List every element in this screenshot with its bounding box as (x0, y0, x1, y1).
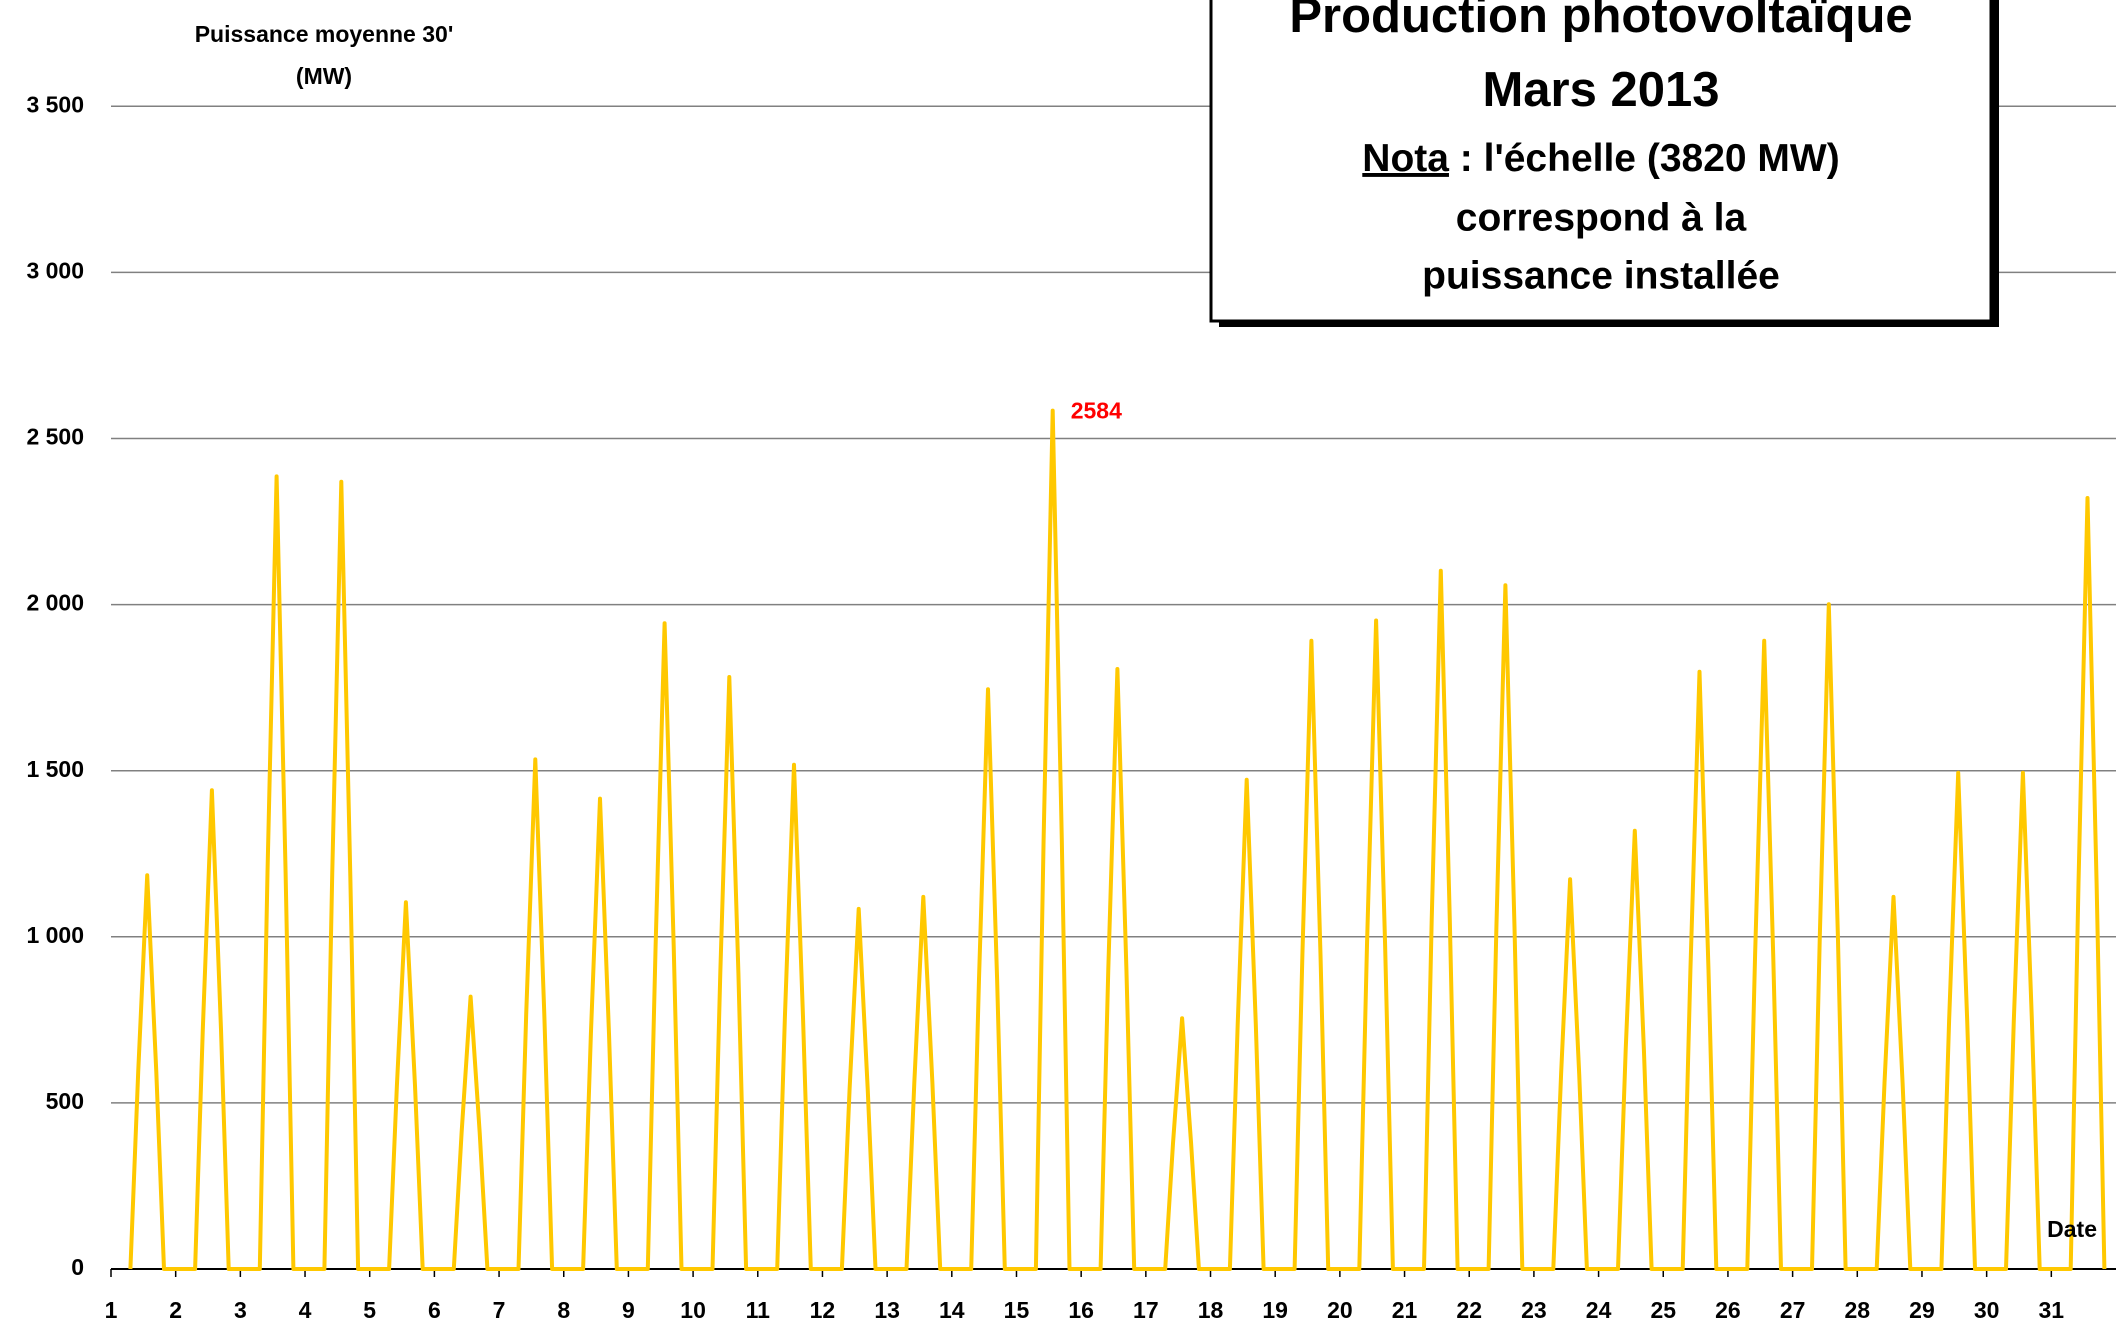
x-tick-label: 16 (1068, 1297, 1094, 1323)
y-tick-label: 2 500 (26, 424, 84, 450)
x-tick-label: 12 (810, 1297, 836, 1323)
x-axis-label: Date (2047, 1216, 2097, 1242)
x-tick-label: 15 (1004, 1297, 1030, 1323)
x-tick-label: 9 (622, 1297, 635, 1323)
note: Nota : l'échelle (3820 MW) (1362, 137, 1839, 180)
x-tick-label: 13 (874, 1297, 900, 1323)
y-axis-label: Puissance moyenne 30' (195, 21, 454, 47)
x-tick-label: 6 (428, 1297, 441, 1323)
note: puissance installée (1422, 254, 1780, 297)
y-tick-label: 0 (71, 1254, 84, 1280)
x-tick-label: 29 (1909, 1297, 1935, 1323)
x-tick-label: 31 (2039, 1297, 2065, 1323)
x-tick-label: 8 (557, 1297, 570, 1323)
y-tick-label: 500 (46, 1088, 84, 1114)
x-tick-label: 25 (1650, 1297, 1676, 1323)
x-tick-label: 2 (169, 1297, 182, 1323)
x-tick-label: 21 (1392, 1297, 1418, 1323)
x-tick-label: 4 (299, 1297, 312, 1323)
title-box (1209, 0, 1993, 323)
x-tick-label: 11 (746, 1297, 771, 1323)
x-tick-label: 24 (1586, 1297, 1612, 1323)
x-tick-label: 23 (1521, 1297, 1547, 1323)
y-tick-label: 2 000 (26, 590, 84, 616)
x-tick-label: 19 (1262, 1297, 1288, 1323)
x-tick-label: 1 (105, 1297, 118, 1323)
x-tick-label: 10 (680, 1297, 706, 1323)
title: Production photovoltaïque (1289, 0, 1912, 43)
x-tick-label: 7 (493, 1297, 506, 1323)
x-tick-label: 26 (1715, 1297, 1741, 1323)
y-tick-label: 3 500 (26, 91, 84, 117)
y-tick-label: 3 000 (26, 257, 84, 283)
x-tick-label: 3 (234, 1297, 247, 1323)
y-tick-label: 1 500 (26, 756, 84, 782)
x-tick-label: 30 (1974, 1297, 2000, 1323)
x-tick-label: 22 (1456, 1297, 1482, 1323)
note-text: : l'échelle (3820 MW) (1449, 137, 1840, 180)
x-tick-label: 28 (1844, 1297, 1870, 1323)
note: correspond à la (1456, 196, 1747, 239)
x-tick-label: 27 (1780, 1297, 1806, 1323)
series-line (128, 408, 2107, 1271)
x-tick-label: 14 (939, 1297, 965, 1323)
note-lead: Nota (1362, 137, 1449, 180)
y-axis-label: (MW) (296, 63, 352, 89)
x-tick-label: 20 (1327, 1297, 1353, 1323)
plot (128, 408, 2107, 1271)
peak-label: 2584 (1071, 398, 1122, 424)
x-tick-label: 5 (363, 1297, 376, 1323)
x-tick-label: 17 (1133, 1297, 1159, 1323)
title: Mars 2013 (1482, 63, 1719, 117)
y-tick-label: 1 000 (26, 922, 84, 948)
x-tick-label: 18 (1198, 1297, 1224, 1323)
